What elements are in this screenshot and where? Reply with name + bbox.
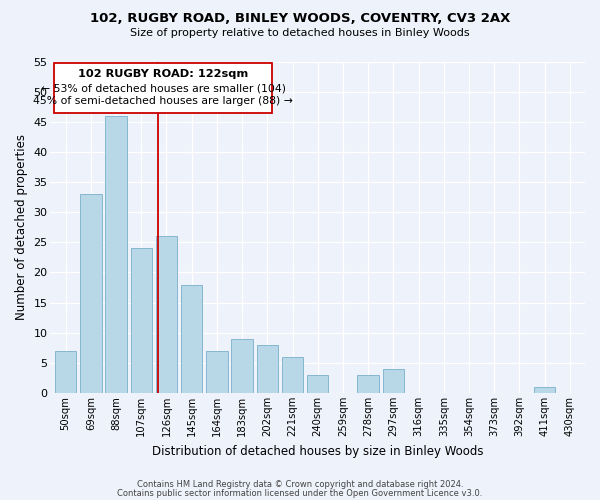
Text: Size of property relative to detached houses in Binley Woods: Size of property relative to detached ho… [130,28,470,38]
Text: ← 53% of detached houses are smaller (104): ← 53% of detached houses are smaller (10… [41,83,286,93]
Bar [257,345,278,393]
Y-axis label: Number of detached properties: Number of detached properties [15,134,28,320]
Bar [131,248,152,393]
Bar [358,375,379,393]
Bar [156,236,177,393]
Bar [206,351,227,393]
Text: 102, RUGBY ROAD, BINLEY WOODS, COVENTRY, CV3 2AX: 102, RUGBY ROAD, BINLEY WOODS, COVENTRY,… [90,12,510,26]
Bar [181,284,202,393]
Bar [307,375,328,393]
Bar [282,357,303,393]
Text: 102 RUGBY ROAD: 122sqm: 102 RUGBY ROAD: 122sqm [78,70,248,80]
Bar [105,116,127,393]
Text: Contains public sector information licensed under the Open Government Licence v3: Contains public sector information licen… [118,488,482,498]
Bar [80,194,101,393]
Bar [383,369,404,393]
X-axis label: Distribution of detached houses by size in Binley Woods: Distribution of detached houses by size … [152,444,484,458]
Text: 45% of semi-detached houses are larger (88) →: 45% of semi-detached houses are larger (… [34,96,293,106]
Bar [534,387,556,393]
FancyBboxPatch shape [54,62,272,112]
Bar [232,339,253,393]
Bar [55,351,76,393]
Text: Contains HM Land Registry data © Crown copyright and database right 2024.: Contains HM Land Registry data © Crown c… [137,480,463,489]
